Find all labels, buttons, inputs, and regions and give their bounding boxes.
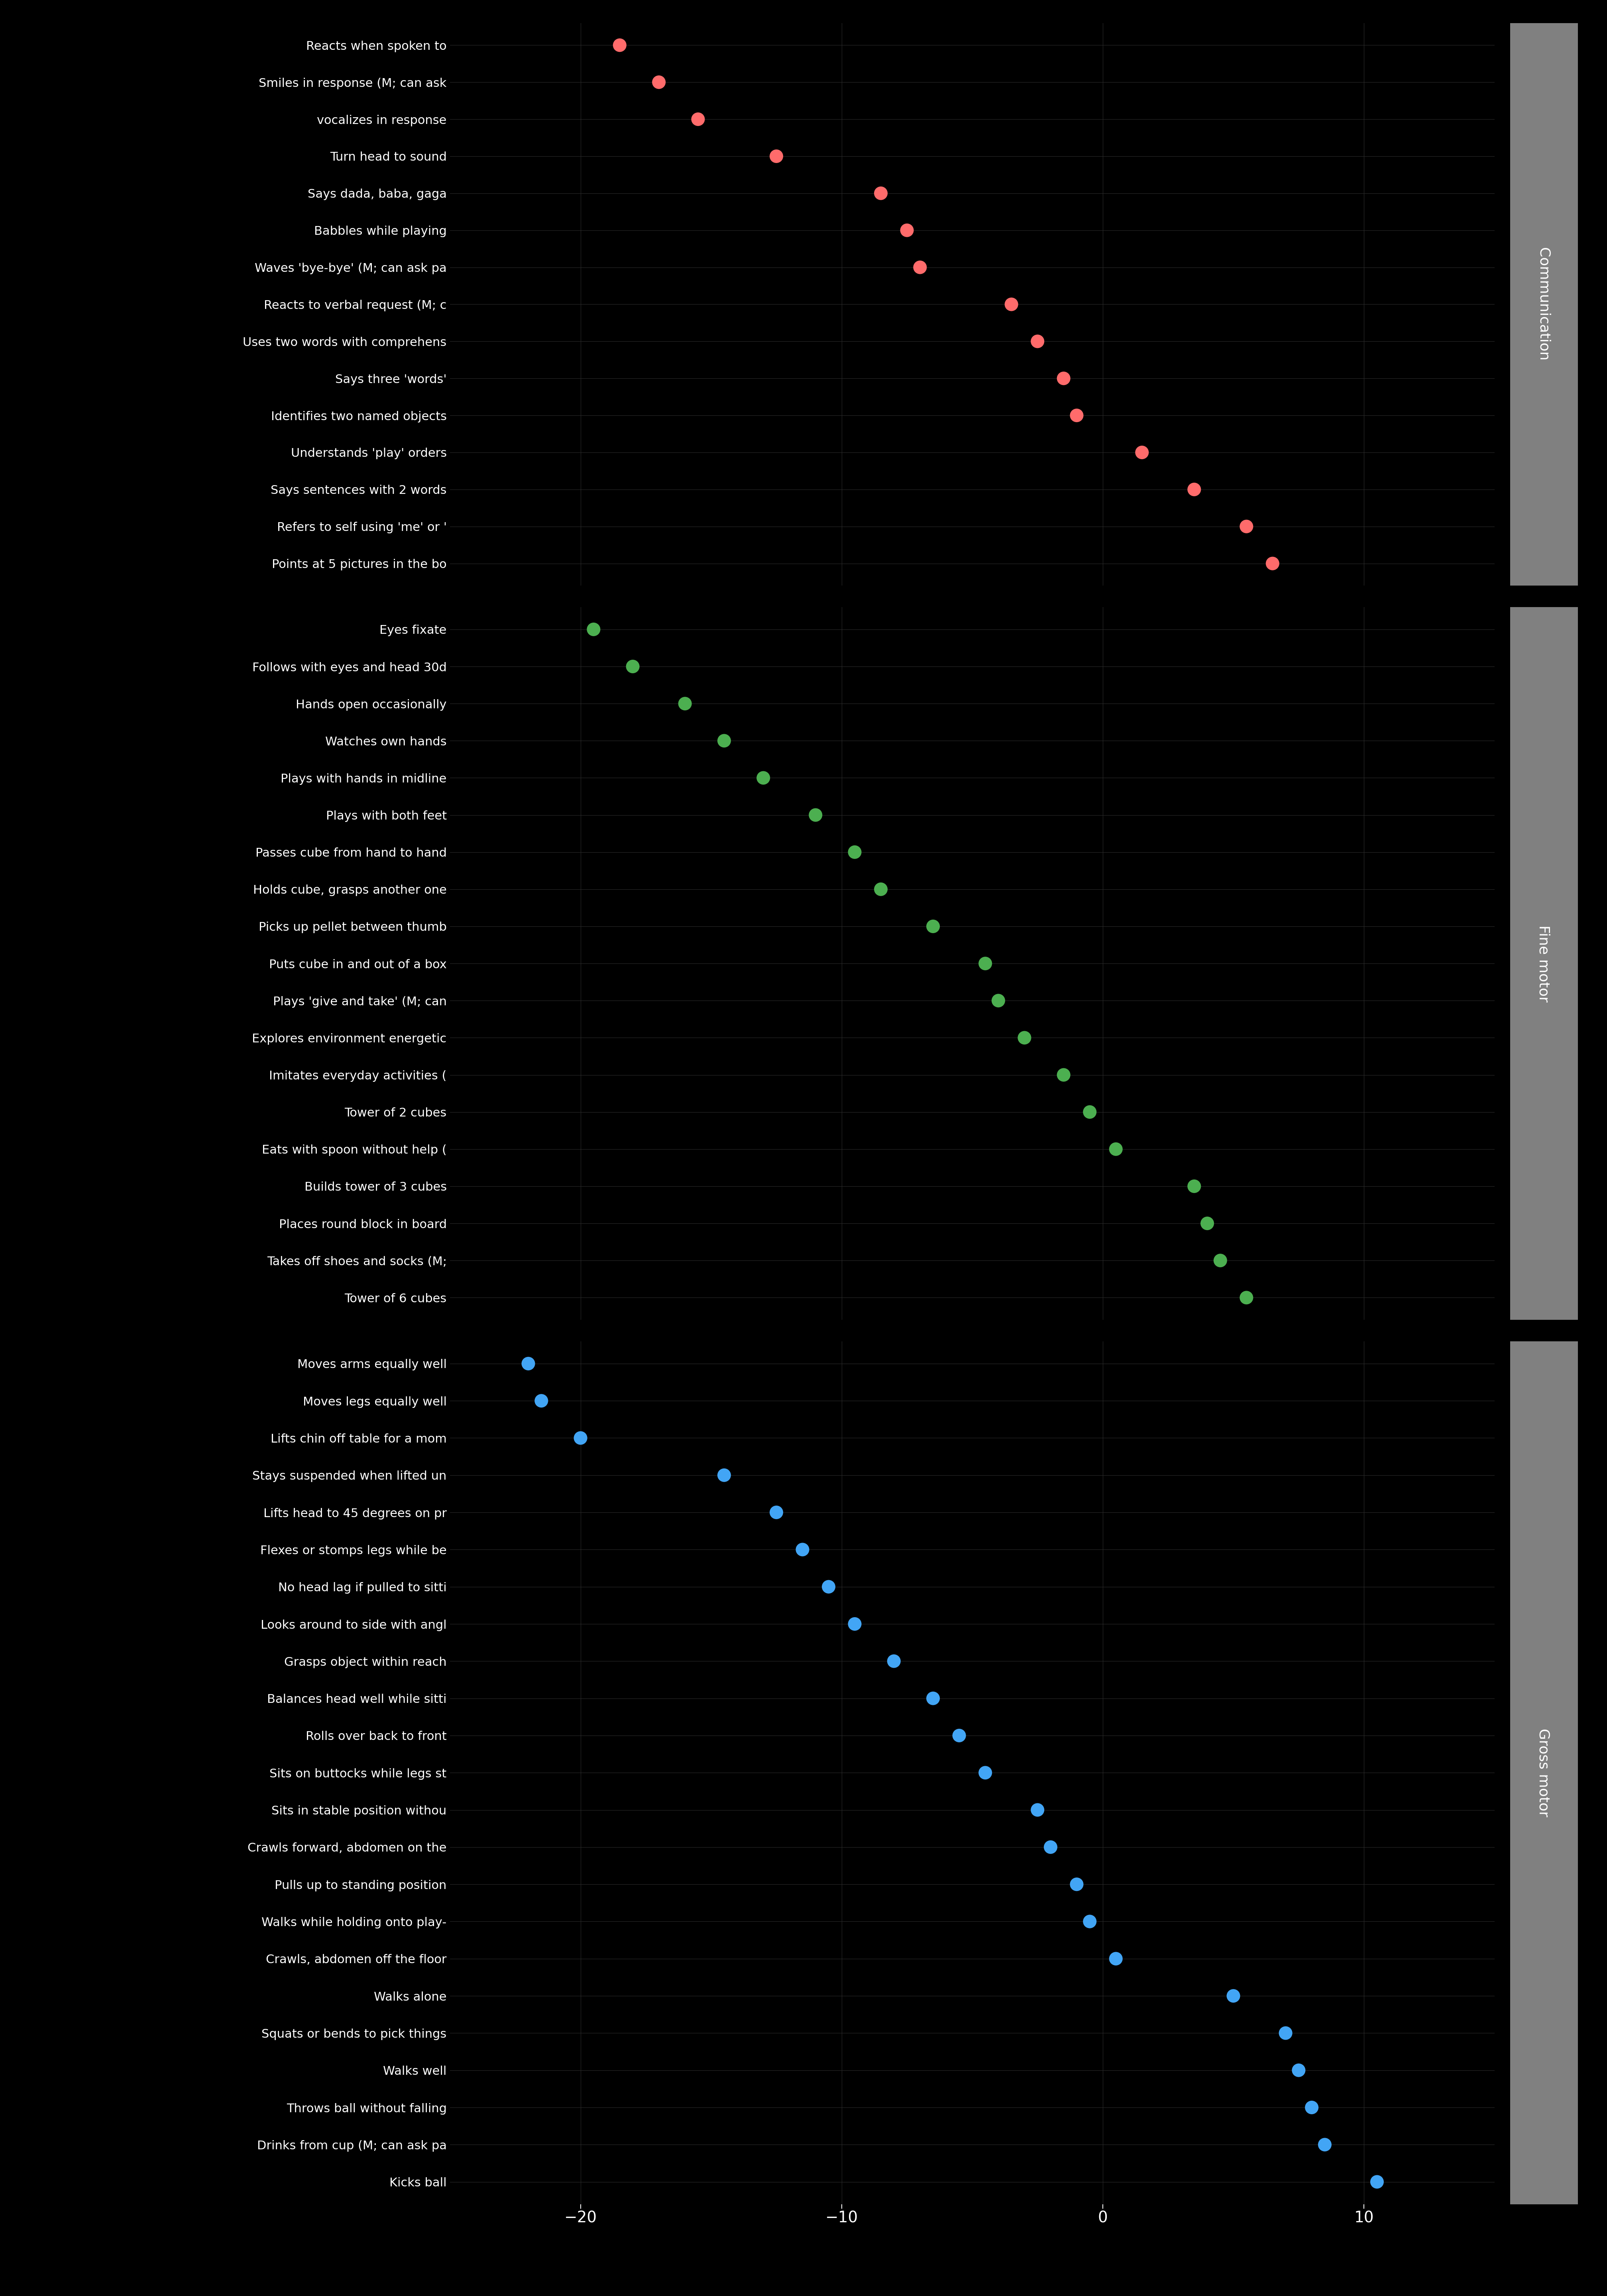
Point [580, 611, 606, 647]
Point [712, 1456, 738, 1492]
Point [646, 64, 672, 101]
Point [921, 1681, 947, 1717]
Point [1311, 2126, 1337, 2163]
Text: Gross motor: Gross motor [1536, 1729, 1551, 1816]
Point [1051, 360, 1077, 397]
Point [567, 1419, 593, 1456]
Point [1012, 1019, 1038, 1056]
Point [972, 946, 998, 983]
Point [1207, 1242, 1233, 1279]
FancyBboxPatch shape [1511, 23, 1578, 585]
Point [1234, 1279, 1260, 1316]
Point [947, 1717, 972, 1754]
Point [1286, 2053, 1311, 2089]
Point [1221, 1977, 1247, 2014]
Point [789, 1531, 815, 1568]
Point [712, 723, 738, 760]
Point [1102, 1130, 1128, 1166]
Point [802, 797, 829, 833]
Point [998, 287, 1024, 324]
Point [1234, 507, 1260, 544]
Point [972, 1754, 998, 1791]
Point [1273, 2014, 1298, 2050]
Point [1102, 1940, 1128, 1977]
Point [1364, 2163, 1390, 2200]
Point [1260, 544, 1286, 581]
Point [842, 1605, 868, 1642]
Point [1051, 1056, 1077, 1093]
Point [881, 1642, 906, 1678]
Point [868, 174, 893, 211]
Point [672, 684, 697, 721]
Point [893, 211, 919, 248]
Point [1025, 1791, 1051, 1828]
Point [1181, 1169, 1207, 1205]
Point [685, 101, 710, 138]
Point [1064, 397, 1090, 434]
Point [763, 1495, 789, 1531]
Point [1130, 434, 1155, 471]
Point [529, 1382, 554, 1419]
Point [1194, 1205, 1220, 1242]
Point [1077, 1903, 1102, 1940]
Point [906, 248, 932, 285]
Point [921, 907, 947, 944]
Point [1077, 1093, 1102, 1130]
Point [1298, 2089, 1324, 2126]
Point [763, 138, 789, 174]
Point [1181, 471, 1207, 507]
Point [1025, 324, 1051, 360]
Point [842, 833, 868, 870]
Point [607, 28, 633, 64]
Point [620, 647, 646, 684]
Text: Fine motor: Fine motor [1536, 925, 1551, 1001]
Point [985, 983, 1011, 1019]
Point [1038, 1828, 1064, 1864]
Point [516, 1345, 542, 1382]
Point [750, 760, 776, 797]
Point [1064, 1867, 1090, 1903]
Text: Communication: Communication [1536, 248, 1551, 360]
FancyBboxPatch shape [1511, 606, 1578, 1320]
Point [868, 870, 893, 907]
Point [816, 1568, 842, 1605]
FancyBboxPatch shape [1511, 1341, 1578, 2204]
